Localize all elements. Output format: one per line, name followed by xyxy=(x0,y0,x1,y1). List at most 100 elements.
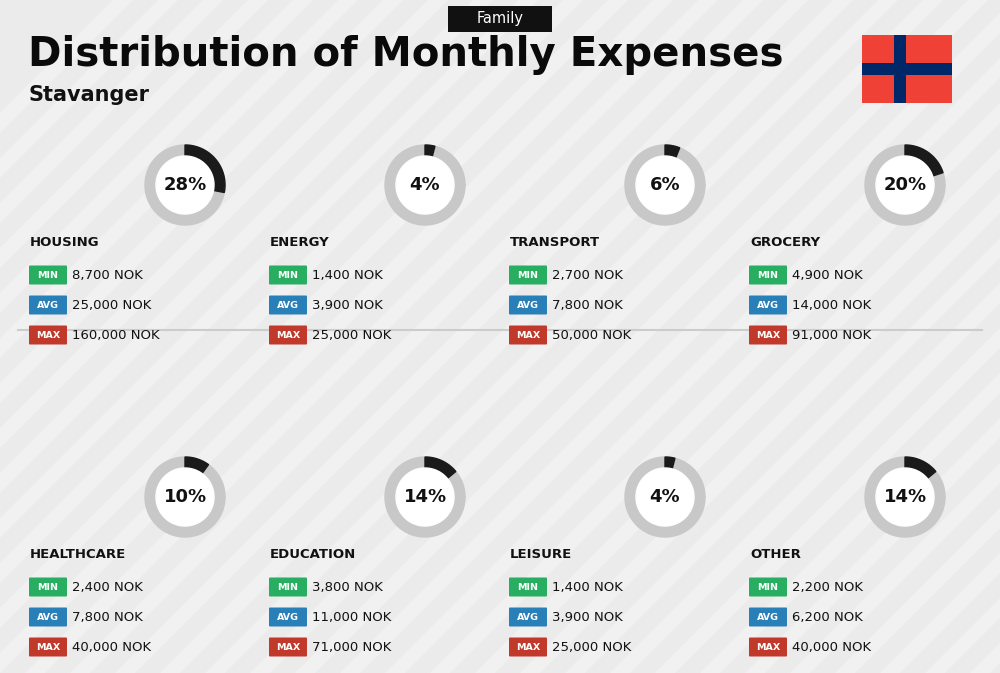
FancyBboxPatch shape xyxy=(749,295,787,314)
Text: 14%: 14% xyxy=(883,488,927,506)
Polygon shape xyxy=(396,156,454,214)
Polygon shape xyxy=(665,145,680,158)
FancyBboxPatch shape xyxy=(269,266,307,285)
FancyBboxPatch shape xyxy=(749,266,787,285)
Text: HOUSING: HOUSING xyxy=(30,236,100,250)
FancyBboxPatch shape xyxy=(862,63,952,75)
Text: 2,400 NOK: 2,400 NOK xyxy=(72,581,143,594)
Text: Distribution of Monthly Expenses: Distribution of Monthly Expenses xyxy=(28,35,784,75)
Text: MAX: MAX xyxy=(756,330,780,339)
Polygon shape xyxy=(865,457,945,537)
Text: MIN: MIN xyxy=(38,271,58,279)
Text: 6%: 6% xyxy=(650,176,680,194)
FancyBboxPatch shape xyxy=(269,295,307,314)
FancyBboxPatch shape xyxy=(862,75,894,103)
FancyBboxPatch shape xyxy=(509,326,547,345)
Text: MIN: MIN xyxy=(758,583,778,592)
Polygon shape xyxy=(156,156,214,214)
FancyBboxPatch shape xyxy=(269,577,307,596)
FancyBboxPatch shape xyxy=(448,6,552,32)
FancyBboxPatch shape xyxy=(509,295,547,314)
Text: 4%: 4% xyxy=(650,488,680,506)
Text: 2,200 NOK: 2,200 NOK xyxy=(792,581,863,594)
FancyBboxPatch shape xyxy=(269,637,307,656)
Text: 7,800 NOK: 7,800 NOK xyxy=(552,299,623,312)
FancyBboxPatch shape xyxy=(269,326,307,345)
Text: EDUCATION: EDUCATION xyxy=(270,548,356,561)
Polygon shape xyxy=(905,145,943,176)
Text: 4%: 4% xyxy=(410,176,440,194)
Polygon shape xyxy=(145,457,225,537)
FancyBboxPatch shape xyxy=(29,637,67,656)
Text: MIN: MIN xyxy=(518,271,538,279)
Text: MAX: MAX xyxy=(36,643,60,651)
Polygon shape xyxy=(636,156,694,214)
Text: 50,000 NOK: 50,000 NOK xyxy=(552,328,631,341)
Text: 40,000 NOK: 40,000 NOK xyxy=(792,641,871,653)
Text: MIN: MIN xyxy=(38,583,58,592)
Polygon shape xyxy=(425,457,456,479)
Text: 2,700 NOK: 2,700 NOK xyxy=(552,269,623,281)
Text: 10%: 10% xyxy=(163,488,207,506)
FancyBboxPatch shape xyxy=(29,266,67,285)
FancyBboxPatch shape xyxy=(894,35,906,103)
Text: 25,000 NOK: 25,000 NOK xyxy=(552,641,631,653)
Polygon shape xyxy=(425,145,435,157)
Polygon shape xyxy=(156,468,214,526)
FancyBboxPatch shape xyxy=(749,577,787,596)
Text: 40,000 NOK: 40,000 NOK xyxy=(72,641,151,653)
Text: MIN: MIN xyxy=(278,583,298,592)
Text: AVG: AVG xyxy=(277,612,299,621)
Text: 4,900 NOK: 4,900 NOK xyxy=(792,269,863,281)
Text: 91,000 NOK: 91,000 NOK xyxy=(792,328,871,341)
FancyBboxPatch shape xyxy=(749,608,787,627)
Text: 14,000 NOK: 14,000 NOK xyxy=(792,299,871,312)
Text: 1,400 NOK: 1,400 NOK xyxy=(552,581,623,594)
Text: 7,800 NOK: 7,800 NOK xyxy=(72,610,143,623)
Text: 28%: 28% xyxy=(163,176,207,194)
FancyBboxPatch shape xyxy=(749,637,787,656)
Text: AVG: AVG xyxy=(757,612,779,621)
Text: TRANSPORT: TRANSPORT xyxy=(510,236,600,250)
Text: 20%: 20% xyxy=(883,176,927,194)
Text: AVG: AVG xyxy=(757,301,779,310)
FancyBboxPatch shape xyxy=(509,577,547,596)
Text: 71,000 NOK: 71,000 NOK xyxy=(312,641,391,653)
Text: MAX: MAX xyxy=(276,643,300,651)
Polygon shape xyxy=(625,145,705,225)
Text: MAX: MAX xyxy=(516,643,540,651)
Text: GROCERY: GROCERY xyxy=(750,236,820,250)
Text: MIN: MIN xyxy=(518,583,538,592)
Text: 160,000 NOK: 160,000 NOK xyxy=(72,328,160,341)
Polygon shape xyxy=(145,145,225,225)
Text: AVG: AVG xyxy=(517,612,539,621)
Text: 1,400 NOK: 1,400 NOK xyxy=(312,269,383,281)
Text: AVG: AVG xyxy=(517,301,539,310)
Polygon shape xyxy=(185,145,225,192)
Text: 11,000 NOK: 11,000 NOK xyxy=(312,610,391,623)
Text: MIN: MIN xyxy=(278,271,298,279)
Text: LEISURE: LEISURE xyxy=(510,548,572,561)
Text: HEALTHCARE: HEALTHCARE xyxy=(30,548,126,561)
Text: MIN: MIN xyxy=(758,271,778,279)
FancyBboxPatch shape xyxy=(29,326,67,345)
FancyBboxPatch shape xyxy=(906,35,952,63)
Text: ENERGY: ENERGY xyxy=(270,236,330,250)
Text: MAX: MAX xyxy=(36,330,60,339)
Text: 25,000 NOK: 25,000 NOK xyxy=(72,299,151,312)
FancyBboxPatch shape xyxy=(29,295,67,314)
Text: MAX: MAX xyxy=(276,330,300,339)
Text: AVG: AVG xyxy=(37,612,59,621)
Text: OTHER: OTHER xyxy=(750,548,801,561)
FancyBboxPatch shape xyxy=(509,637,547,656)
Polygon shape xyxy=(636,468,694,526)
Text: MAX: MAX xyxy=(516,330,540,339)
FancyBboxPatch shape xyxy=(29,577,67,596)
Polygon shape xyxy=(625,457,705,537)
Polygon shape xyxy=(396,468,454,526)
Text: Stavanger: Stavanger xyxy=(28,85,149,105)
Polygon shape xyxy=(865,145,945,225)
Text: 14%: 14% xyxy=(403,488,447,506)
Text: 3,800 NOK: 3,800 NOK xyxy=(312,581,383,594)
Text: AVG: AVG xyxy=(37,301,59,310)
